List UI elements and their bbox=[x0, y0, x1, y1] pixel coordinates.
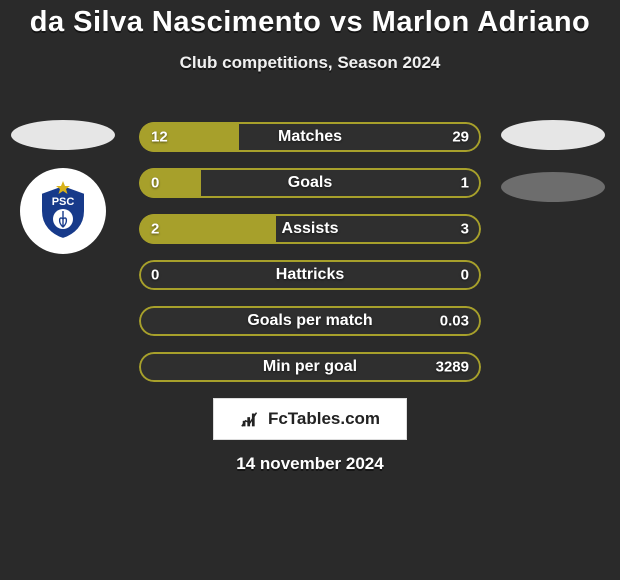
stat-right-value: 0.03 bbox=[440, 313, 469, 330]
stat-label: Hattricks bbox=[276, 266, 344, 284]
right-player-column bbox=[498, 120, 608, 202]
snapshot-date: 14 november 2024 bbox=[236, 454, 383, 474]
shield-icon: PSC bbox=[31, 179, 95, 243]
attribution-box[interactable]: FcTables.com bbox=[213, 398, 407, 440]
stat-right-value: 1 bbox=[461, 175, 469, 192]
comparison-card: da Silva Nascimento vs Marlon Adriano Cl… bbox=[0, 0, 620, 580]
stat-right-value: 3289 bbox=[436, 359, 469, 376]
svg-text:PSC: PSC bbox=[52, 196, 75, 208]
attribution-text: FcTables.com bbox=[268, 409, 380, 429]
player-silhouette-right-1 bbox=[501, 120, 605, 150]
stat-row: 0 Goals 1 bbox=[139, 168, 481, 198]
bar-left-fill bbox=[139, 168, 201, 198]
stat-label: Assists bbox=[282, 220, 339, 238]
page-title: da Silva Nascimento vs Marlon Adriano bbox=[0, 0, 620, 39]
stat-row: 0 Hattricks 0 bbox=[139, 260, 481, 290]
player-silhouette-right-2 bbox=[501, 172, 605, 202]
club-badge-left: PSC bbox=[20, 168, 106, 254]
stat-label: Goals per match bbox=[247, 312, 372, 330]
stat-label: Goals bbox=[288, 174, 332, 192]
stat-row: Min per goal 3289 bbox=[139, 352, 481, 382]
subtitle: Club competitions, Season 2024 bbox=[0, 53, 620, 73]
stat-row: 12 Matches 29 bbox=[139, 122, 481, 152]
stat-right-value: 3 bbox=[461, 221, 469, 238]
stat-row: Goals per match 0.03 bbox=[139, 306, 481, 336]
stat-row: 2 Assists 3 bbox=[139, 214, 481, 244]
stat-left-value: 2 bbox=[151, 221, 159, 238]
bar-left-fill bbox=[139, 214, 276, 244]
stat-right-value: 0 bbox=[461, 267, 469, 284]
stat-label: Matches bbox=[278, 128, 342, 146]
stat-left-value: 12 bbox=[151, 129, 168, 146]
stat-left-value: 0 bbox=[151, 175, 159, 192]
comparison-bars: 12Matches290Goals12Assists30Hattricks0Go… bbox=[139, 122, 481, 398]
player-silhouette-left bbox=[11, 120, 115, 150]
stat-label: Min per goal bbox=[263, 358, 357, 376]
left-player-column: PSC bbox=[8, 120, 118, 254]
stat-right-value: 29 bbox=[452, 129, 469, 146]
chart-icon bbox=[240, 408, 262, 430]
stat-left-value: 0 bbox=[151, 267, 159, 284]
